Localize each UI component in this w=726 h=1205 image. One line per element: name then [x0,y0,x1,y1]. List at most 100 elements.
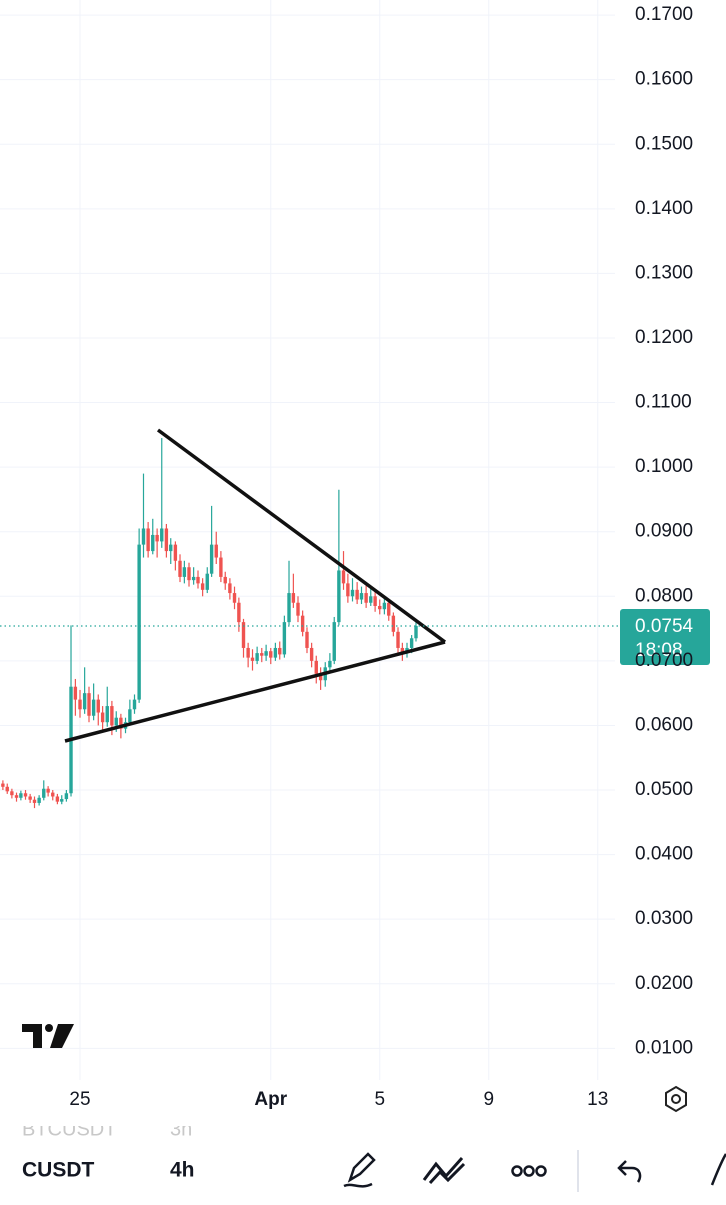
candle-body [346,583,350,597]
candle-body [237,602,241,623]
edge-button[interactable] [710,1153,726,1186]
candle-body [137,544,141,700]
candle-body [328,660,332,668]
candle-body [269,651,273,658]
candle-body [255,653,259,661]
candle-body [46,788,50,793]
candle-body [305,631,309,648]
candle-body [300,615,305,632]
last-price: 0.0754 18:08 [0,608,710,665]
candle-body [250,657,255,661]
trendline-lower[interactable] [64,640,446,743]
candle-body [378,605,382,610]
candle-body [146,528,150,552]
candle-body [296,602,300,616]
candle-body [173,544,178,561]
trendline-upper[interactable] [156,428,447,644]
y-tick-label: 0.1000 [635,456,693,477]
candle-body [155,534,159,542]
candle-body [282,622,287,655]
x-tick-label: 9 [483,1089,494,1110]
candle-body [396,631,400,648]
candle-body [341,570,346,584]
candle-body [164,528,169,552]
candle-body [132,699,137,710]
interval[interactable]: 4h [170,1159,195,1182]
candle-body [309,647,314,661]
y-tick-label: 0.0600 [635,714,693,735]
y-tick-label: 0.0400 [635,844,693,865]
y-tick-label: 0.1100 [635,392,692,413]
candle-body [355,589,359,600]
candle-body [273,647,278,658]
candle-body [223,576,227,584]
candle-body [214,544,218,558]
candle-body [19,793,23,798]
x-tick-label: Apr [254,1089,287,1110]
candle-body [82,693,87,710]
candle-body [246,647,250,658]
more-button[interactable] [511,1165,547,1177]
toolbar-cover [0,1118,726,1126]
candle-body [151,534,155,552]
candle-body [87,693,91,716]
candle-body [232,593,237,603]
tradingview-logo[interactable] [22,1024,74,1048]
candle-body [160,528,164,542]
draw-button[interactable] [343,1152,376,1188]
last-price-label: 0.0754 [635,616,694,637]
y-tick-label: 0.1500 [635,133,693,154]
candle-body [28,796,32,800]
bar-countdown: 18:08 [635,640,683,661]
candle-body [182,567,187,577]
candle-body [55,796,60,802]
undo-button[interactable] [617,1160,642,1183]
candle-body [169,544,173,552]
candle-body [314,660,318,674]
candle-body [200,583,205,590]
settings-button[interactable] [665,1085,687,1113]
candle-body [318,673,323,681]
candle-body [73,686,78,700]
candle-body [409,638,414,648]
candles [1,438,418,809]
symbol[interactable]: CUSDT [22,1159,95,1182]
last-price-box [620,608,710,665]
y-tick-label: 0.0500 [635,779,693,800]
candle-body [64,793,69,800]
y-tick-label: 0.0700 [635,650,693,671]
y-tick-label: 0.0200 [635,973,693,994]
candle-body [287,593,291,623]
candle-body [14,795,19,798]
candle-body [10,791,14,796]
y-tick-label: 0.0100 [635,1037,693,1058]
candle-body [260,653,264,656]
indicators-button[interactable] [422,1157,466,1185]
candle-body [191,576,196,581]
candle-body [209,544,214,574]
candle-body [373,596,377,606]
candle-body [23,793,28,797]
candle-body [42,788,46,798]
candle-body [369,596,373,603]
candle-body [414,625,418,639]
candle-body [241,622,246,648]
candle-body [187,567,191,581]
y-tick-label: 0.1400 [635,198,693,219]
candle-body [119,717,123,729]
candle-body [100,712,105,723]
x-tick-label: 13 [587,1089,608,1110]
x-tick-label: 25 [69,1089,90,1110]
x-tick-label: 5 [374,1089,385,1110]
candle-body [364,593,368,603]
candle-body [219,557,223,577]
candle-body [110,706,114,726]
candle-body [387,602,391,616]
candle-body [205,573,209,590]
candle-body [51,792,55,797]
y-tick-label: 0.1700 [635,4,693,25]
candle-body [332,622,336,661]
candle-body [337,570,341,623]
candle-body [60,799,64,802]
